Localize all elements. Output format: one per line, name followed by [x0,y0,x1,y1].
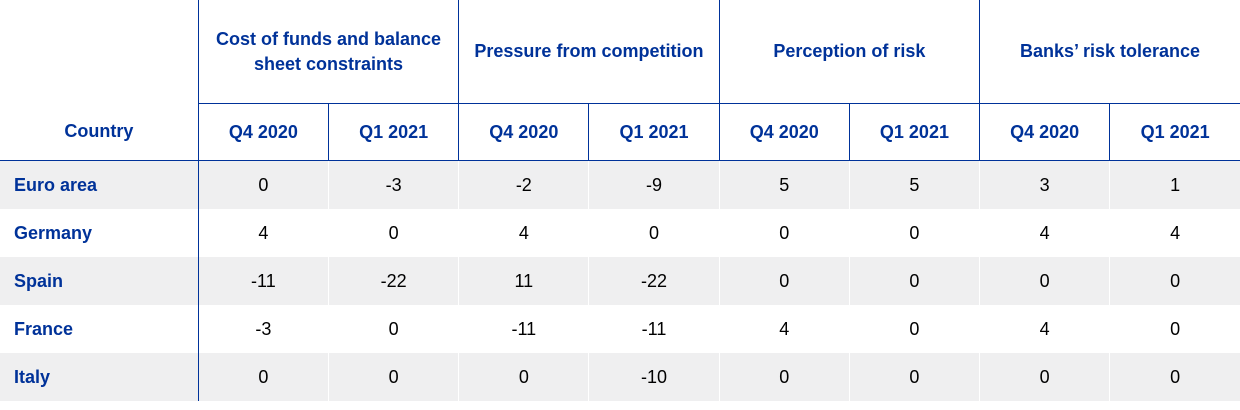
table-cell: -11 [458,305,589,353]
quarter-header: Q4 2020 [458,103,589,161]
group-header-cost-of-funds: Cost of funds and balance sheet constrai… [197,0,459,104]
table-cell: 0 [718,257,850,305]
quarter-header: Q1 2021 [848,103,980,161]
table-cell: 5 [848,160,980,209]
table-cell: 0 [718,209,850,257]
table-cell: -22 [588,257,720,305]
table-row-spain: Spain -11 -22 11 -22 0 0 0 0 [0,257,1240,305]
table-row-france: France -3 0 -11 -11 4 0 4 0 [0,305,1240,353]
quarter-header: Q4 2020 [718,103,850,161]
quarter-header: Q4 2020 [979,103,1110,161]
table-cell: 0 [979,257,1110,305]
quarter-header: Q1 2021 [1109,103,1240,161]
quarter-header-row: Country Q4 2020 Q1 2021 Q4 2020 Q1 2021 … [0,103,1240,161]
table-cell: -3 [327,160,459,209]
table-cell: 0 [1109,305,1240,353]
table-cell: 0 [197,353,329,401]
quarter-header: Q1 2021 [588,103,720,161]
table-cell: 4 [979,305,1110,353]
country-name: Germany [0,209,199,257]
table-cell: 4 [1109,209,1240,257]
group-header-competition: Pressure from competition [458,0,720,104]
table-cell: -9 [588,160,720,209]
country-name: Spain [0,257,199,305]
country-column-header: Country [0,103,199,161]
table-cell: 0 [327,209,459,257]
table-cell: 3 [979,160,1110,209]
table-cell: -22 [327,257,459,305]
table-cell: -11 [588,305,720,353]
table-cell: 0 [718,353,850,401]
table-cell: 0 [979,353,1110,401]
country-name: Euro area [0,160,199,209]
table-cell: 4 [979,209,1110,257]
table-cell: 4 [458,209,589,257]
table-cell: 11 [458,257,589,305]
table-cell: 0 [327,353,459,401]
table-cell: 4 [718,305,850,353]
country-factors-table: Cost of funds and balance sheet constrai… [0,0,1240,401]
table-row-euro-area: Euro area 0 -3 -2 -9 5 5 3 1 [0,160,1240,209]
table-cell: 0 [327,305,459,353]
table-cell: 1 [1109,160,1240,209]
table-cell: 5 [718,160,850,209]
group-header-row: Cost of funds and balance sheet constrai… [0,0,1240,104]
table-cell: 0 [588,209,720,257]
table-cell: 0 [197,160,329,209]
table-row-germany: Germany 4 0 4 0 0 0 4 4 [0,209,1240,257]
table-cell: -3 [197,305,329,353]
table-cell: 0 [848,305,980,353]
table-cell: 0 [1109,353,1240,401]
group-header-risk-tolerance: Banks’ risk tolerance [979,0,1240,104]
header-blank-cell [0,0,198,104]
table-cell: 0 [848,209,980,257]
table-cell: 0 [1109,257,1240,305]
group-header-perception-of-risk: Perception of risk [718,0,980,104]
table-cell: 0 [848,257,980,305]
table-cell: -11 [197,257,329,305]
table-cell: 0 [458,353,589,401]
country-name: Italy [0,353,199,401]
table-cell: -2 [458,160,589,209]
quarter-header: Q4 2020 [197,103,329,161]
table-cell: -10 [588,353,720,401]
table-row-italy: Italy 0 0 0 -10 0 0 0 0 [0,353,1240,401]
table-cell: 4 [197,209,329,257]
quarter-header: Q1 2021 [327,103,459,161]
country-name: France [0,305,199,353]
table-cell: 0 [848,353,980,401]
